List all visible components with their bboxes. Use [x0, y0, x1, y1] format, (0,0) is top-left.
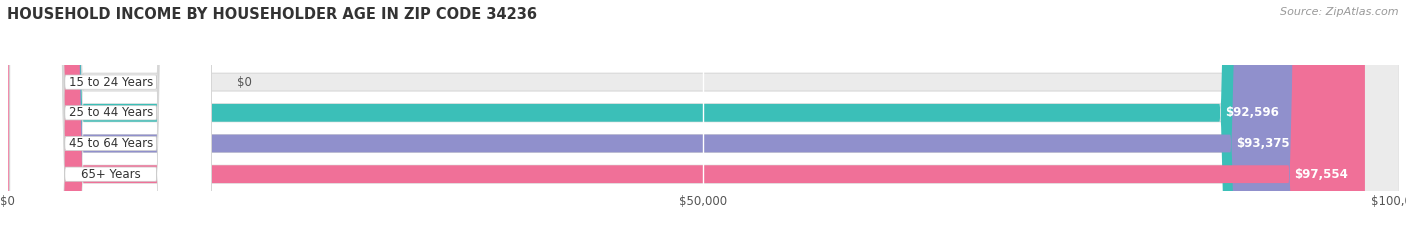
Text: 65+ Years: 65+ Years — [82, 168, 141, 181]
FancyBboxPatch shape — [7, 0, 1399, 233]
FancyBboxPatch shape — [10, 0, 212, 233]
Text: $93,375: $93,375 — [1236, 137, 1291, 150]
FancyBboxPatch shape — [10, 0, 212, 233]
Text: $92,596: $92,596 — [1226, 106, 1279, 119]
Text: $0: $0 — [236, 76, 252, 89]
FancyBboxPatch shape — [7, 0, 1296, 233]
Text: $97,554: $97,554 — [1295, 168, 1348, 181]
Text: Source: ZipAtlas.com: Source: ZipAtlas.com — [1281, 7, 1399, 17]
FancyBboxPatch shape — [7, 0, 1399, 233]
Text: HOUSEHOLD INCOME BY HOUSEHOLDER AGE IN ZIP CODE 34236: HOUSEHOLD INCOME BY HOUSEHOLDER AGE IN Z… — [7, 7, 537, 22]
FancyBboxPatch shape — [7, 0, 1399, 233]
Text: 45 to 64 Years: 45 to 64 Years — [69, 137, 153, 150]
Text: 25 to 44 Years: 25 to 44 Years — [69, 106, 153, 119]
FancyBboxPatch shape — [7, 0, 1306, 233]
Text: 15 to 24 Years: 15 to 24 Years — [69, 76, 153, 89]
FancyBboxPatch shape — [10, 0, 212, 233]
FancyBboxPatch shape — [10, 0, 212, 233]
FancyBboxPatch shape — [7, 0, 1399, 233]
FancyBboxPatch shape — [7, 0, 1365, 233]
